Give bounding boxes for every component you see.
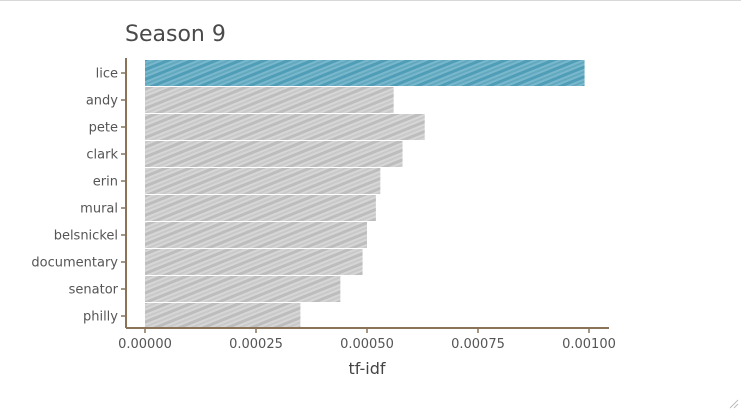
y-tick-label-documentary: documentary <box>31 256 118 271</box>
bar-erin <box>145 168 381 194</box>
bar-senator <box>145 276 341 302</box>
x-tick-label-4: 0.00100 <box>562 337 616 352</box>
bars-group <box>145 60 585 329</box>
window-top-border <box>0 0 741 1</box>
bar-philly <box>145 303 301 329</box>
x-tick-label-3: 0.00075 <box>451 337 505 352</box>
bar-mural <box>145 195 376 221</box>
y-tick-label-lice: lice <box>96 67 118 82</box>
x-tick-label-0: 0.00000 <box>118 337 172 352</box>
bar-lice <box>145 60 585 86</box>
x-tick-label-2: 0.00050 <box>340 337 394 352</box>
x-axis-title: tf-idf <box>348 359 385 378</box>
bar-belsnickel <box>145 222 367 248</box>
bar-pete <box>145 114 425 140</box>
bar-andy <box>145 87 394 113</box>
x-tick-label-1: 0.00025 <box>229 337 283 352</box>
y-tick-label-pete: pete <box>89 121 118 136</box>
y-tick-label-senator: senator <box>69 283 119 298</box>
y-tick-label-mural: mural <box>80 202 118 217</box>
x-ticks-group: 0.00000 0.00025 0.00050 0.00075 0.00100 <box>118 328 616 352</box>
y-tick-label-andy: andy <box>86 94 118 109</box>
y-tick-label-belsnickel: belsnickel <box>54 229 118 244</box>
y-tick-label-clark: clark <box>86 148 118 163</box>
y-tick-label-erin: erin <box>93 175 118 190</box>
chart-title: Season 9 <box>125 22 226 47</box>
bar-documentary <box>145 249 363 275</box>
y-tick-label-philly: philly <box>83 310 118 325</box>
y-tick-labels: lice andy pete clark erin mural belsnickel docu… <box>31 67 126 325</box>
bar-clark <box>145 141 403 167</box>
resize-grip-icon[interactable] <box>727 397 739 409</box>
